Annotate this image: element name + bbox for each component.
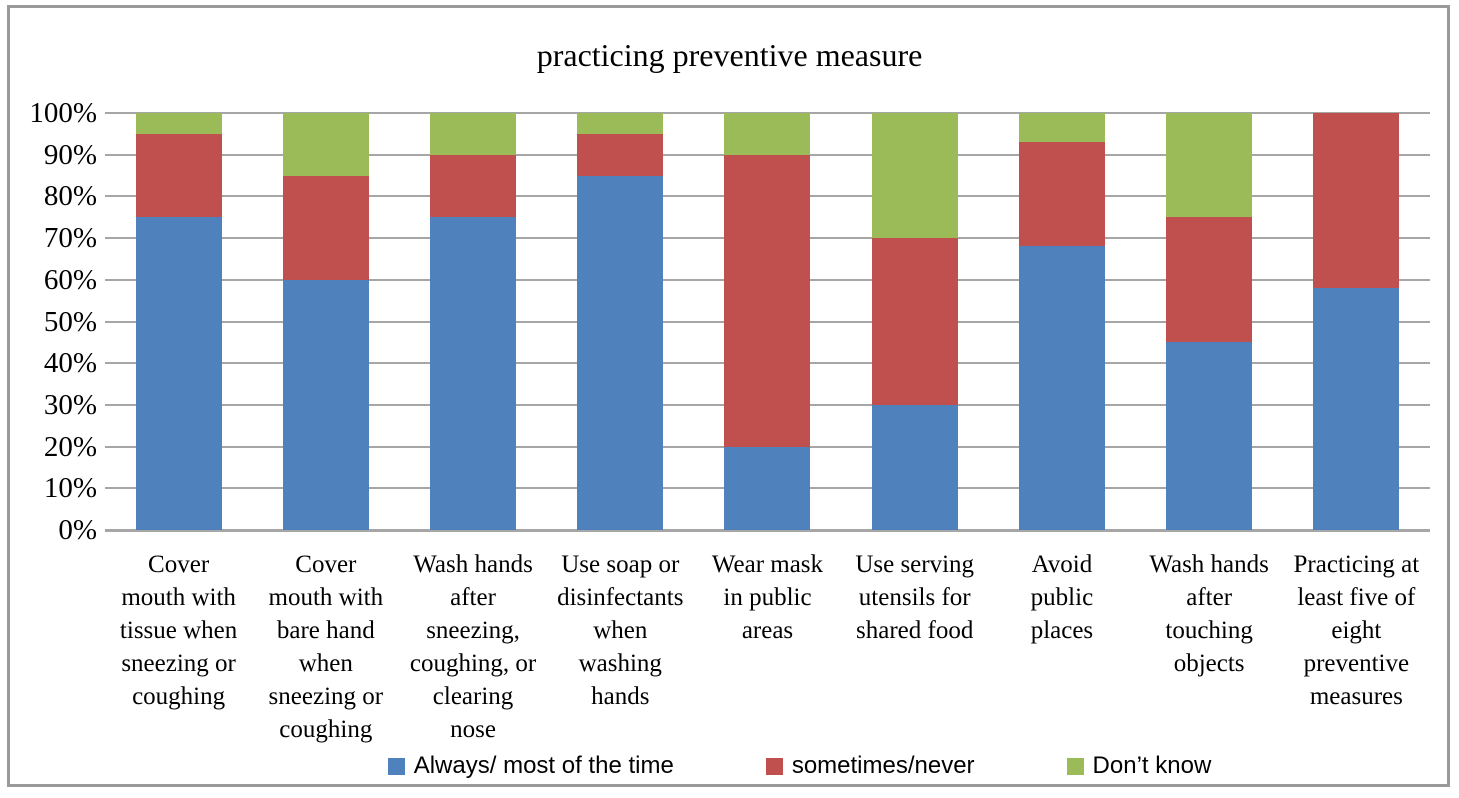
x-category-label: Cover mouth with tissue when sneezing or… (119, 551, 238, 710)
bar-slot (105, 113, 252, 530)
bar-segment-series-2 (1166, 217, 1253, 343)
bar-7 (1018, 113, 1105, 530)
legend-item-dont-know: Don’t know (1066, 752, 1212, 780)
legend-swatch-dont-know (1066, 757, 1084, 775)
y-tick-label: 40% (43, 347, 97, 380)
legend-item-sometimes: sometimes/never (765, 752, 975, 780)
x-category-label: Cover mouth with bare hand when sneezing… (268, 551, 384, 743)
plot-area (105, 112, 1430, 532)
bar-slot (694, 113, 841, 530)
bar-segment-series-3 (724, 113, 811, 155)
bar-segment-series-1 (724, 446, 811, 530)
bar-4 (577, 113, 664, 530)
legend-swatch-sometimes (765, 757, 783, 775)
y-tick-label: 90% (43, 138, 97, 171)
bar-9 (1313, 113, 1400, 530)
y-tick-label: 60% (43, 263, 97, 296)
bar-5 (724, 113, 811, 530)
bar-segment-series-2 (1313, 113, 1400, 289)
bar-segment-series-3 (871, 113, 958, 239)
y-tick-label: 70% (43, 222, 97, 255)
bar-segment-series-2 (871, 238, 958, 405)
bar-slot (1136, 113, 1283, 530)
y-tick-label: 50% (43, 305, 97, 338)
bar-segment-series-2 (430, 154, 517, 218)
legend-label-always: Always/ most of the time (413, 752, 674, 779)
x-category-label: Wear mask in public areas (711, 551, 824, 644)
gridline (105, 529, 1430, 532)
x-category-label: Wash hands after sneezing, coughing, or … (409, 551, 537, 743)
bar-segment-series-2 (724, 154, 811, 447)
bar-8 (1166, 113, 1253, 530)
legend-item-always: Always/ most of the time (387, 752, 674, 780)
bar-slot (841, 113, 988, 530)
bar-slot (547, 113, 694, 530)
bar-segment-series-2 (135, 133, 222, 218)
x-category-label: Avoid public places (1030, 551, 1094, 644)
bar-2 (282, 113, 369, 530)
bars-container (105, 113, 1430, 530)
bar-segment-series-3 (1166, 113, 1253, 218)
y-tick-label: 80% (43, 180, 97, 213)
bar-segment-series-1 (577, 175, 664, 530)
chart-title: practicing preventive measure (536, 37, 923, 73)
bar-segment-series-3 (1018, 113, 1105, 143)
bar-segment-series-1 (871, 404, 958, 530)
x-axis: Cover mouth with tissue when sneezing or… (105, 548, 1430, 746)
bar-slot (252, 113, 399, 530)
bar-segment-series-3 (577, 113, 664, 134)
legend: Always/ most of the time sometimes/never… (137, 752, 1459, 780)
bar-6 (871, 113, 958, 530)
legend-swatch-always (387, 757, 405, 775)
x-category-label: Wash hands after touching objects (1149, 551, 1269, 677)
y-tick-label: 10% (43, 472, 97, 505)
bar-segment-series-2 (577, 133, 664, 176)
y-tick-label: 30% (43, 388, 97, 421)
bar-segment-series-1 (1166, 342, 1253, 530)
x-category-label: Practicing at least five of eight preven… (1293, 551, 1420, 710)
x-category-label: Use soap or disinfectants when washing h… (557, 551, 684, 710)
bar-3 (430, 113, 517, 530)
bar-slot (1283, 113, 1430, 530)
bar-segment-series-3 (430, 113, 517, 155)
gridline (105, 112, 1430, 114)
y-tick-label: 100% (29, 97, 97, 129)
bar-segment-series-2 (1018, 142, 1105, 247)
bar-slot (399, 113, 546, 530)
bar-1 (135, 113, 222, 530)
bar-segment-series-1 (135, 217, 222, 530)
bar-segment-series-1 (1018, 246, 1105, 530)
x-category-label: Use serving utensils for shared food (855, 551, 975, 644)
bar-segment-series-2 (282, 175, 369, 280)
bar-segment-series-3 (135, 113, 222, 134)
bar-segment-series-1 (1313, 288, 1400, 530)
bar-segment-series-3 (282, 113, 369, 176)
y-tick-label: 0% (58, 514, 97, 546)
bar-segment-series-1 (430, 217, 517, 530)
legend-label-dont-know: Don’t know (1092, 752, 1212, 779)
y-tick-label: 20% (43, 430, 97, 463)
bar-segment-series-1 (282, 279, 369, 530)
legend-label-sometimes: sometimes/never (791, 752, 975, 779)
bar-slot (988, 113, 1135, 530)
